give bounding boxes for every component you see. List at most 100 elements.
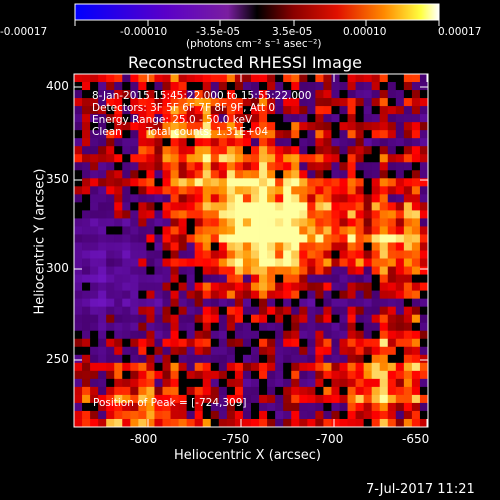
heatmap-pixel bbox=[186, 402, 196, 412]
heatmap-pixel bbox=[194, 290, 204, 300]
heatmap-pixel bbox=[347, 170, 356, 179]
heatmap-pixel bbox=[259, 402, 268, 412]
heatmap-pixel bbox=[122, 74, 131, 83]
heatmap-pixel bbox=[315, 282, 324, 292]
heatmap-pixel bbox=[275, 114, 284, 123]
heatmap-pixel bbox=[122, 378, 131, 388]
heatmap-pixel bbox=[371, 346, 381, 356]
heatmap-pixel bbox=[82, 322, 91, 332]
heatmap-pixel bbox=[387, 210, 397, 219]
heatmap-pixel bbox=[259, 146, 268, 155]
heatmap-pixel bbox=[339, 394, 348, 404]
heatmap-pixel bbox=[202, 82, 212, 91]
heatmap-pixel bbox=[403, 106, 413, 115]
heatmap-pixel bbox=[74, 370, 83, 380]
heatmap-pixel bbox=[347, 386, 356, 396]
heatmap-pixel bbox=[146, 290, 155, 300]
heatmap-pixel bbox=[114, 210, 123, 219]
heatmap-pixel bbox=[242, 106, 252, 115]
heatmap-pixel bbox=[339, 178, 348, 187]
heatmap-pixel bbox=[226, 202, 236, 211]
heatmap-pixel bbox=[202, 218, 212, 227]
heatmap-pixel bbox=[267, 266, 276, 275]
heatmap-pixel bbox=[395, 298, 405, 308]
heatmap-pixel bbox=[339, 298, 348, 308]
heatmap-pixel bbox=[403, 330, 413, 340]
heatmap-pixel bbox=[387, 90, 397, 99]
heatmap-pixel bbox=[218, 114, 228, 123]
heatmap-pixel bbox=[259, 378, 268, 388]
heatmap-pixel bbox=[395, 386, 405, 396]
heatmap-pixel bbox=[275, 178, 284, 187]
heatmap-pixel bbox=[339, 194, 348, 203]
heatmap-pixel bbox=[347, 242, 356, 251]
heatmap-pixel bbox=[242, 338, 252, 348]
heatmap-pixel bbox=[170, 218, 179, 227]
heatmap-pixel bbox=[170, 410, 179, 420]
heatmap-pixel bbox=[347, 330, 356, 340]
heatmap-pixel bbox=[130, 106, 139, 115]
heatmap-pixel bbox=[234, 74, 244, 83]
heatmap-pixel bbox=[74, 178, 83, 187]
heatmap-pixel bbox=[267, 386, 276, 396]
total-counts-text: Total counts: 1.31E+04 bbox=[146, 126, 269, 138]
heatmap-pixel bbox=[411, 154, 421, 163]
heatmap-pixel bbox=[122, 370, 131, 380]
heatmap-pixel bbox=[170, 370, 179, 380]
heatmap-pixel bbox=[130, 130, 139, 139]
heatmap-pixel bbox=[90, 178, 99, 187]
heatmap-pixel bbox=[210, 122, 220, 131]
heatmap-pixel bbox=[162, 178, 171, 187]
heatmap-pixel bbox=[363, 202, 373, 211]
heatmap-pixel bbox=[347, 298, 356, 308]
heatmap-pixel bbox=[218, 418, 228, 428]
heatmap-pixel bbox=[154, 250, 163, 259]
heatmap-pixel bbox=[234, 242, 244, 251]
heatmap-pixel bbox=[98, 346, 107, 356]
heatmap-pixel bbox=[371, 98, 381, 107]
heatmap-pixel bbox=[395, 194, 405, 203]
heatmap-pixel bbox=[90, 314, 99, 324]
heatmap-pixel bbox=[347, 178, 356, 187]
heatmap-pixel bbox=[226, 194, 236, 203]
heatmap-pixel bbox=[339, 170, 348, 179]
heatmap-pixel bbox=[194, 138, 204, 147]
heatmap-pixel bbox=[106, 402, 115, 412]
heatmap-pixel bbox=[387, 114, 397, 123]
heatmap-pixel bbox=[323, 90, 332, 99]
heatmap-pixel bbox=[202, 130, 212, 139]
heatmap-pixel bbox=[106, 234, 115, 243]
heatmap-pixel bbox=[291, 418, 300, 428]
heatmap-pixel bbox=[170, 114, 179, 123]
heatmap-pixel bbox=[74, 394, 83, 404]
heatmap-pixel bbox=[379, 402, 389, 412]
heatmap-pixel bbox=[347, 130, 356, 139]
heatmap-pixel bbox=[186, 298, 196, 308]
heatmap-pixel bbox=[90, 146, 99, 155]
heatmap-pixel bbox=[291, 210, 300, 219]
heatmap-pixel bbox=[355, 290, 365, 300]
heatmap-pixel bbox=[218, 210, 228, 219]
heatmap-pixel bbox=[90, 186, 99, 195]
heatmap-pixel bbox=[275, 266, 284, 275]
heatmap-pixel bbox=[379, 234, 389, 243]
heatmap-pixel bbox=[419, 338, 429, 348]
heatmap-pixel bbox=[138, 402, 147, 412]
heatmap-pixel bbox=[154, 394, 163, 404]
heatmap-pixel bbox=[395, 370, 405, 380]
heatmap-pixel bbox=[162, 162, 171, 171]
heatmap-pixel bbox=[178, 114, 188, 123]
heatmap-pixel bbox=[363, 138, 373, 147]
heatmap-pixel bbox=[154, 306, 163, 316]
heatmap-pixel bbox=[275, 154, 284, 163]
heatmap-pixel bbox=[122, 194, 131, 203]
heatmap-pixel bbox=[170, 178, 179, 187]
heatmap-pixel bbox=[315, 186, 324, 195]
heatmap-pixel bbox=[403, 234, 413, 243]
heatmap-pixel bbox=[74, 322, 83, 332]
heatmap-pixel bbox=[307, 250, 316, 259]
heatmap-pixel bbox=[315, 218, 324, 227]
heatmap-pixel bbox=[178, 394, 188, 404]
heatmap-pixel bbox=[411, 354, 421, 364]
heatmap-pixel bbox=[251, 154, 260, 163]
